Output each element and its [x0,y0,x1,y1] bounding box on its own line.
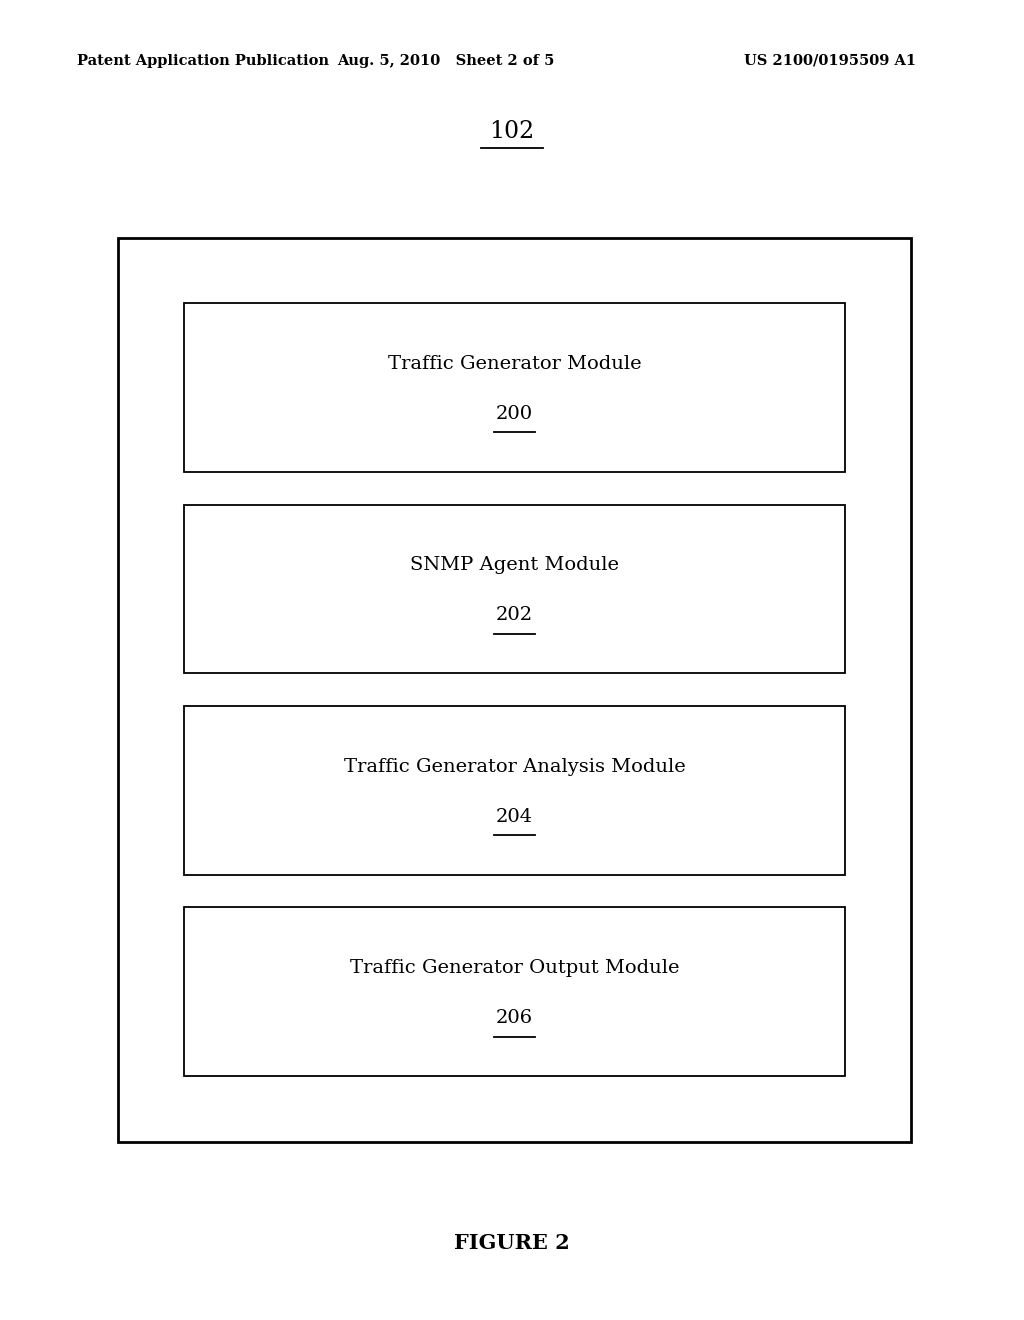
Bar [184,706,845,875]
Text: SNMP Agent Module: SNMP Agent Module [410,556,620,574]
Bar [184,504,845,673]
Bar [118,238,911,1142]
Bar [184,907,845,1076]
Text: Traffic Generator Analysis Module: Traffic Generator Analysis Module [344,758,685,776]
Text: 102: 102 [489,120,535,144]
Text: 202: 202 [496,606,534,624]
Text: Aug. 5, 2010   Sheet 2 of 5: Aug. 5, 2010 Sheet 2 of 5 [337,54,554,67]
Text: 206: 206 [496,1010,534,1027]
Text: FIGURE 2: FIGURE 2 [454,1233,570,1254]
Text: Patent Application Publication: Patent Application Publication [77,54,329,67]
Text: 204: 204 [496,808,534,826]
Text: Traffic Generator Output Module: Traffic Generator Output Module [350,960,679,977]
Text: Traffic Generator Module: Traffic Generator Module [388,355,641,372]
Text: 200: 200 [496,405,534,422]
Text: US 2100/0195509 A1: US 2100/0195509 A1 [744,54,916,67]
Bar [184,304,845,473]
